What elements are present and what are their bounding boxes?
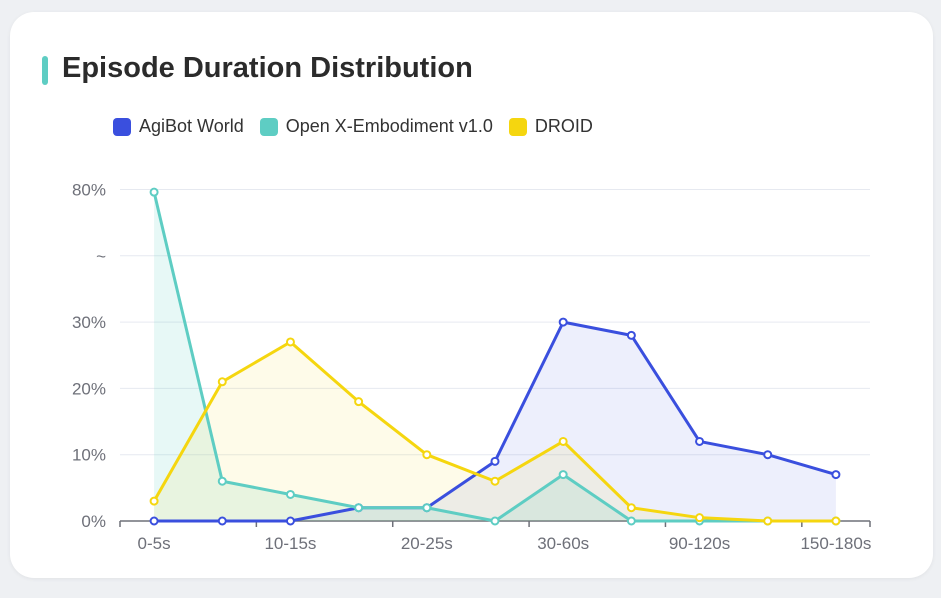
- data-point: [354, 503, 364, 513]
- data-point: [149, 187, 159, 197]
- legend: AgiBot World Open X-Embodiment v1.0 DROI…: [113, 116, 593, 137]
- legend-item-agibot[interactable]: AgiBot World: [113, 116, 244, 137]
- data-point: [695, 436, 705, 446]
- series-area: [154, 192, 836, 522]
- data-point: [626, 503, 636, 513]
- data-point: [490, 476, 500, 486]
- data-point: [558, 436, 568, 446]
- y-tick-label: 80%: [72, 181, 106, 200]
- x-tick-label: 20-25s: [401, 534, 453, 553]
- legend-label: Open X-Embodiment v1.0: [285, 116, 493, 136]
- y-tick-label: 0%: [81, 512, 106, 531]
- x-tick-label: 30-60s: [537, 534, 589, 553]
- data-point: [285, 489, 295, 499]
- y-tick-label: ~: [96, 247, 106, 266]
- data-point: [149, 496, 159, 506]
- y-tick-label: 30%: [72, 313, 106, 332]
- series-area: [154, 322, 836, 521]
- title-accent-bar: [42, 56, 48, 85]
- data-point: [831, 516, 841, 526]
- data-point: [626, 330, 636, 340]
- chart-title: Episode Duration Distribution: [62, 52, 473, 84]
- data-point: [490, 456, 500, 466]
- legend-item-oxe[interactable]: Open X-Embodiment v1.0: [259, 116, 493, 137]
- legend-swatch: [113, 117, 131, 136]
- data-point: [217, 516, 227, 526]
- data-point: [763, 516, 773, 526]
- data-point: [558, 470, 568, 480]
- data-point: [763, 450, 773, 460]
- data-point: [354, 397, 364, 407]
- y-tick-label: 20%: [72, 379, 106, 398]
- data-point: [285, 516, 295, 526]
- data-point: [490, 516, 500, 526]
- data-point: [422, 450, 432, 460]
- y-tick-label: 10%: [72, 446, 106, 465]
- legend-label: DROID: [534, 116, 593, 136]
- data-point: [149, 516, 159, 526]
- data-point: [695, 513, 705, 523]
- legend-label: AgiBot World: [139, 116, 244, 136]
- data-point: [217, 476, 227, 486]
- x-tick-label: 10-15s: [264, 534, 316, 553]
- x-tick-label: 0-5s: [138, 534, 171, 553]
- legend-item-droid[interactable]: DROID: [508, 116, 593, 137]
- x-tick-label: 150-180s: [800, 534, 871, 553]
- data-point: [217, 377, 227, 387]
- legend-swatch: [259, 117, 278, 136]
- data-point: [285, 337, 295, 347]
- x-tick-label: 90-120s: [669, 534, 730, 553]
- data-point: [626, 516, 636, 526]
- data-point: [422, 503, 432, 513]
- data-point: [558, 317, 568, 327]
- series-area: [154, 341, 836, 521]
- data-point: [831, 470, 841, 480]
- legend-swatch: [508, 117, 527, 136]
